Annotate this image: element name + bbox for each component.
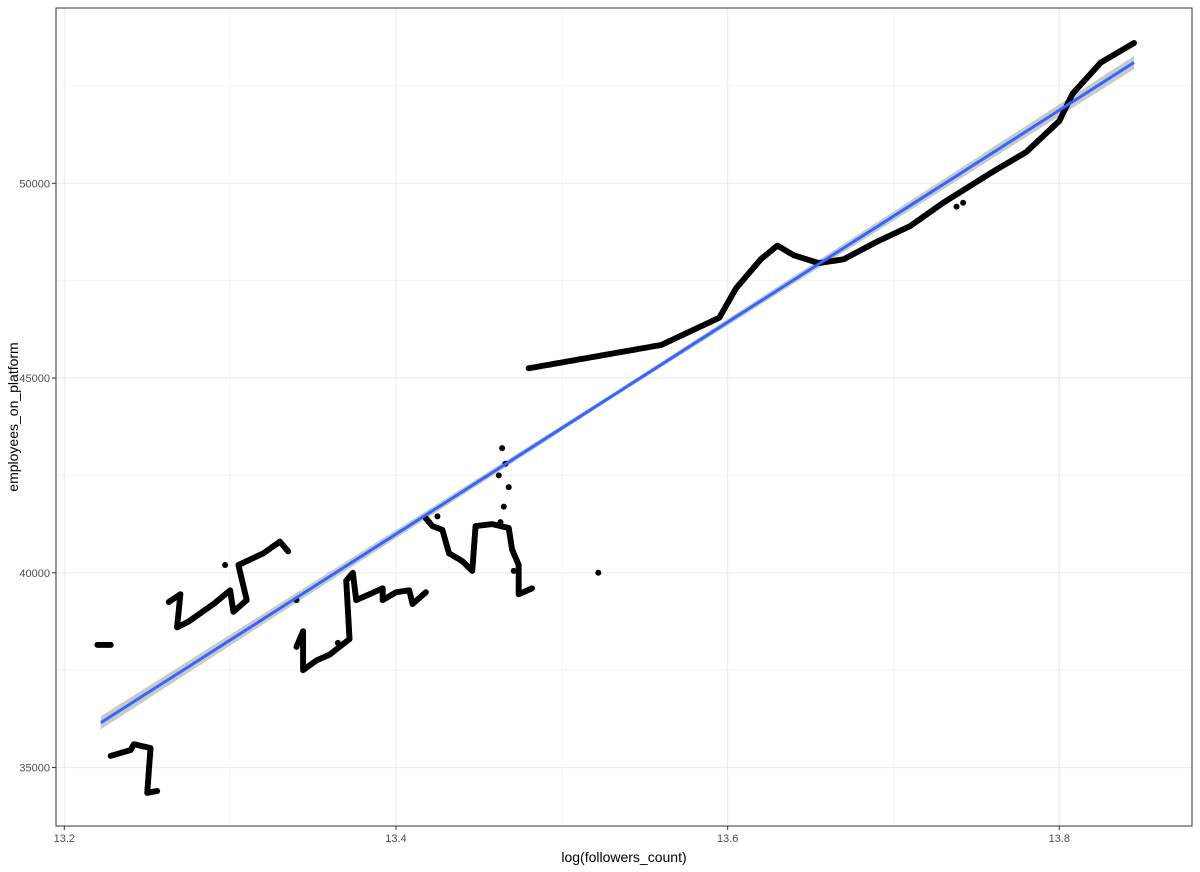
- data-points: [94, 40, 1137, 796]
- x-tick-label: 13.6: [717, 833, 738, 845]
- data-point: [434, 513, 441, 520]
- x-axis-ticks: 13.2 13.4 13.6 13.8: [54, 826, 1070, 845]
- data-point: [497, 519, 504, 526]
- fit-line: [99, 61, 1135, 725]
- x-tick-label: 13.2: [54, 833, 75, 845]
- data-point: [505, 484, 512, 491]
- panel-border: [55, 7, 1193, 827]
- y-tick-label: 50000: [19, 178, 50, 190]
- data-point: [107, 641, 114, 648]
- major-gridlines: [56, 8, 1192, 826]
- data-point: [1130, 40, 1137, 47]
- data-point: [499, 445, 506, 452]
- x-axis-title: log(followers_count): [561, 849, 686, 865]
- data-point: [422, 589, 429, 596]
- y-axis-title: employees_on_platform: [5, 342, 21, 491]
- data-point: [500, 503, 507, 510]
- data-point: [595, 569, 602, 576]
- data-point: [495, 472, 502, 479]
- minor-gridlines: [56, 8, 1192, 826]
- x-tick-label: 13.4: [385, 833, 406, 845]
- y-tick-label: 40000: [19, 568, 50, 580]
- regression-line: [99, 61, 1135, 725]
- data-point: [334, 639, 341, 646]
- data-point: [285, 548, 292, 555]
- x-tick-label: 13.8: [1049, 833, 1070, 845]
- data-point: [528, 585, 535, 592]
- data-point: [222, 562, 229, 569]
- data-point: [953, 203, 960, 210]
- y-tick-label: 45000: [19, 373, 50, 385]
- y-tick-label: 35000: [19, 763, 50, 775]
- y-axis-ticks: 35000 40000 45000 50000: [19, 178, 56, 775]
- data-point: [154, 787, 161, 794]
- data-point: [960, 199, 967, 206]
- data-point: [510, 567, 517, 574]
